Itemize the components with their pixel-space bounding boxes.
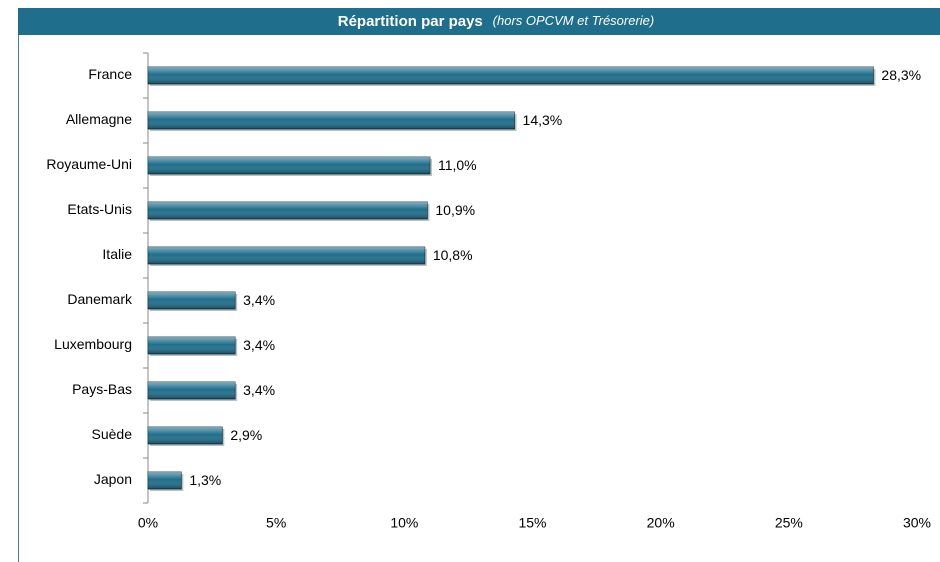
header-band (18, 8, 940, 35)
value-label: 3,4% (243, 292, 275, 308)
value-label: 11,0% (438, 157, 477, 173)
bar-shade (148, 337, 236, 354)
bar-shade (148, 157, 430, 174)
value-label: 1,3% (189, 472, 221, 488)
value-label: 3,4% (243, 337, 275, 353)
y-tick-label: Italie (102, 246, 132, 262)
x-tick-label: 15% (518, 515, 546, 531)
bar-shade (148, 67, 874, 84)
bar-shade (148, 427, 223, 444)
bar-shade (148, 202, 428, 219)
chart-subtitle: (hors OPCVM et Trésorerie) (493, 13, 655, 28)
y-tick-label: Royaume-Uni (46, 156, 132, 172)
y-tick-label: Etats-Unis (67, 201, 132, 217)
x-tick-label: 0% (138, 515, 158, 531)
bar-shade (148, 292, 236, 309)
x-tick-label: 5% (266, 515, 286, 531)
x-tick-label: 10% (390, 515, 418, 531)
x-tick-label: 20% (647, 515, 675, 531)
value-label: 3,4% (243, 382, 275, 398)
y-tick-label: Japon (94, 471, 132, 487)
bar-shade (148, 382, 236, 399)
x-tick-label: 25% (775, 515, 803, 531)
y-tick-label: Danemark (67, 291, 133, 307)
bar-shade (148, 247, 425, 264)
y-tick-label: Suède (92, 426, 133, 442)
y-tick-label: Luxembourg (54, 336, 132, 352)
value-label: 2,9% (230, 427, 262, 443)
value-label: 10,9% (435, 202, 475, 218)
x-tick-label: 30% (903, 515, 931, 531)
value-label: 14,3% (523, 112, 563, 128)
header: Répartition par pays (hors OPCVM et Trés… (338, 13, 655, 30)
value-label: 28,3% (881, 67, 921, 83)
y-tick-label: France (88, 66, 132, 82)
y-tick-label: Allemagne (66, 111, 132, 127)
bar-shade (148, 112, 515, 129)
y-tick-label: Pays-Bas (72, 381, 132, 397)
chart-title: Répartition par pays (338, 13, 483, 30)
value-label: 10,8% (433, 247, 473, 263)
bar-shade (148, 472, 182, 489)
